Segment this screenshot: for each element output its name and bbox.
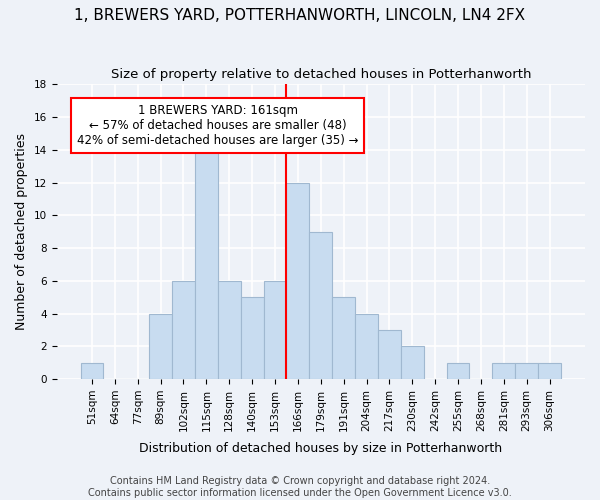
Bar	[493, 362, 515, 379]
Bar	[401, 346, 424, 379]
Bar	[149, 314, 172, 379]
Bar	[538, 362, 561, 379]
Bar	[355, 314, 378, 379]
Bar	[263, 281, 286, 379]
Bar	[172, 281, 195, 379]
Text: 1, BREWERS YARD, POTTERHANWORTH, LINCOLN, LN4 2FX: 1, BREWERS YARD, POTTERHANWORTH, LINCOLN…	[74, 8, 526, 22]
Title: Size of property relative to detached houses in Potterhanworth: Size of property relative to detached ho…	[110, 68, 531, 80]
Bar	[378, 330, 401, 379]
Bar	[195, 134, 218, 379]
Text: Contains HM Land Registry data © Crown copyright and database right 2024.
Contai: Contains HM Land Registry data © Crown c…	[88, 476, 512, 498]
X-axis label: Distribution of detached houses by size in Potterhanworth: Distribution of detached houses by size …	[139, 442, 502, 455]
Bar	[332, 297, 355, 379]
Bar	[80, 362, 103, 379]
Bar	[446, 362, 469, 379]
Bar	[241, 297, 263, 379]
Text: 1 BREWERS YARD: 161sqm
← 57% of detached houses are smaller (48)
42% of semi-det: 1 BREWERS YARD: 161sqm ← 57% of detached…	[77, 104, 359, 147]
Bar	[515, 362, 538, 379]
Bar	[218, 281, 241, 379]
Bar	[286, 182, 310, 379]
Bar	[310, 232, 332, 379]
Y-axis label: Number of detached properties: Number of detached properties	[15, 133, 28, 330]
